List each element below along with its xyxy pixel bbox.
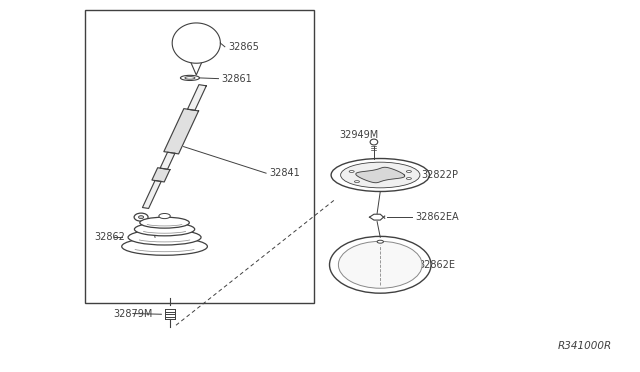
Text: 32949M: 32949M [339, 131, 378, 141]
Text: 32861: 32861 [221, 74, 252, 84]
Ellipse shape [134, 223, 195, 236]
Ellipse shape [122, 238, 207, 255]
Ellipse shape [159, 214, 170, 219]
Text: 32822P: 32822P [422, 170, 458, 180]
Ellipse shape [370, 139, 378, 145]
Ellipse shape [331, 158, 429, 192]
Ellipse shape [355, 181, 360, 183]
Text: 32862EA: 32862EA [415, 212, 459, 222]
Ellipse shape [340, 162, 420, 188]
Text: 32841: 32841 [269, 168, 300, 178]
Polygon shape [191, 63, 202, 75]
Ellipse shape [128, 230, 201, 245]
Ellipse shape [185, 77, 195, 79]
Text: 32865: 32865 [228, 42, 259, 52]
Ellipse shape [339, 241, 422, 288]
Polygon shape [172, 23, 220, 63]
Polygon shape [188, 85, 206, 110]
Ellipse shape [406, 171, 412, 172]
Text: 32879M: 32879M [114, 308, 153, 318]
Text: R341000R: R341000R [557, 341, 612, 351]
Ellipse shape [138, 216, 143, 219]
Polygon shape [143, 180, 161, 208]
Ellipse shape [377, 240, 383, 243]
Polygon shape [160, 152, 175, 169]
Ellipse shape [140, 217, 189, 228]
Polygon shape [164, 109, 198, 154]
Polygon shape [356, 167, 404, 183]
Polygon shape [152, 168, 170, 182]
Ellipse shape [134, 213, 148, 221]
Ellipse shape [406, 177, 412, 179]
Ellipse shape [180, 76, 200, 80]
Text: 32862E: 32862E [419, 260, 455, 270]
Text: 32862: 32862 [95, 232, 125, 242]
Bar [85, 10, 314, 303]
Ellipse shape [330, 236, 431, 293]
Ellipse shape [349, 171, 354, 172]
